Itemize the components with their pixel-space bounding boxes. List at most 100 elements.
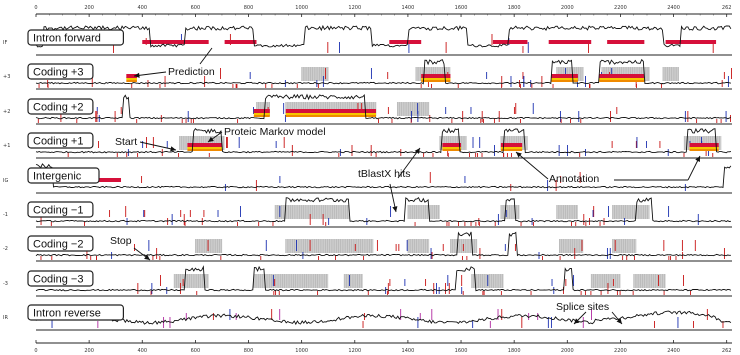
top-tick-label: 2200 — [614, 5, 627, 11]
lane-label-box — [27, 201, 94, 218]
prediction-arrow-arrowhead — [134, 72, 140, 78]
prediction-connector — [199, 47, 213, 65]
prediction-bar — [126, 74, 137, 78]
lane-label-box — [27, 167, 100, 184]
lane-label-box — [27, 29, 125, 46]
probability-curve — [35, 127, 731, 154]
lane-label: Coding −3 — [33, 274, 83, 286]
tblastx-arrow-right-arrowhead — [414, 148, 420, 154]
stop-arrow-arrowhead — [144, 254, 150, 260]
lane-side-label: IF — [3, 40, 7, 46]
bottom-tick-label: 800 — [244, 348, 254, 354]
prediction-bar — [389, 40, 422, 44]
probability-curve — [35, 93, 732, 120]
top-tick-label: 1200 — [348, 5, 361, 11]
prediction-bar — [551, 74, 578, 78]
top-tick-label: 0 — [34, 5, 37, 11]
annotation-bar — [599, 77, 645, 80]
lane-label-box — [27, 98, 94, 115]
bottom-tick-label: 200 — [84, 348, 94, 354]
lane-intron-forward: IF Intron forward — [3, 24, 732, 56]
annotation-arrow-left-line — [515, 151, 549, 180]
lane-intergenic: IG Intergenic — [3, 163, 732, 194]
lanes: IF Intron forward +3 Coding +3 +2 Coding +2 +1… — [3, 24, 732, 331]
blast-hit — [344, 274, 363, 288]
top-tick-label: 1600 — [455, 5, 468, 11]
annotation-bar-lower — [599, 80, 645, 82]
lane-coding-3: +3 Coding +3 — [3, 58, 732, 90]
bottom-tick-label: 600 — [191, 348, 201, 354]
lane-side-label: IR — [3, 315, 8, 321]
bottom-tick-label: 262 — [722, 348, 732, 354]
top-tick-label: 1000 — [295, 5, 308, 11]
prediction-bar — [689, 143, 719, 147]
annotation-arrow-right-arrowhead — [695, 156, 700, 162]
bottom-axis: 0 200 400 600 800 1000 1200 1400 1600 1800 2000 220… — [34, 340, 732, 354]
lane-coding-1: +1 Coding +1 — [3, 127, 732, 159]
probability-curve — [35, 310, 732, 326]
lane-label: Intron forward — [33, 33, 101, 45]
top-tick-label: 400 — [137, 5, 147, 11]
bottom-tick-label: 1800 — [508, 348, 521, 354]
bottom-tick-label: 1400 — [402, 348, 415, 354]
splice-arrow-left-arrowhead — [574, 318, 580, 324]
annotation-bar-lower — [253, 115, 270, 117]
lane-side-label: IG — [3, 178, 8, 184]
annotation-label: Annotation — [549, 173, 599, 185]
annotation-bar-lower — [285, 115, 377, 117]
lane-coding-2: +2 Coding +2 — [3, 93, 732, 125]
stop-label: Stop — [110, 235, 132, 247]
annotation-bar-lower — [689, 149, 719, 151]
lane-label: Coding −1 — [33, 205, 83, 217]
lane-label: Coding +2 — [33, 102, 83, 114]
lane-intron-reverse: IR Intron reverse — [3, 304, 732, 331]
annotation-bar-lower — [500, 149, 523, 151]
blast-hit — [612, 239, 637, 253]
bottom-tick-label: 2200 — [614, 348, 627, 354]
prediction-bar — [492, 40, 528, 44]
annotation-bar — [689, 146, 719, 149]
prediction-label: Prediction — [168, 66, 215, 78]
annotation-bar — [421, 77, 451, 80]
annotation-bar — [285, 112, 377, 115]
blast-hit — [500, 205, 520, 219]
blast-hit — [612, 205, 650, 219]
annotations: Prediction Proteic Markov model Start tB… — [110, 47, 701, 325]
lane-side-label: -3 — [3, 281, 8, 287]
probability-curve — [35, 265, 732, 292]
proteic-markov-label: Proteic Markov model — [224, 126, 326, 138]
start-arrow-line — [139, 141, 177, 151]
top-tick-label: 2000 — [561, 5, 574, 11]
blast-hit — [556, 205, 578, 219]
bottom-tick-label: 2400 — [667, 348, 680, 354]
start-arrow-arrowhead — [170, 146, 176, 152]
top-axis: 0 200 400 600 800 1000 1200 1400 1600 1800 2000 220… — [34, 5, 732, 17]
blast-hit — [559, 239, 584, 253]
blast-hit — [662, 67, 679, 81]
tblastx-label: tBlastX hits — [358, 168, 411, 180]
lane-side-label: -2 — [3, 246, 8, 252]
lane-coding-1: -1 Coding −1 — [3, 196, 732, 228]
blast-hit — [407, 239, 430, 253]
lane-label-box — [27, 235, 94, 252]
prediction-bar — [599, 74, 645, 78]
annotation-arrow-left-arrowhead — [516, 152, 522, 158]
lane-label-box — [27, 132, 94, 149]
top-tick-label: 1400 — [402, 5, 415, 11]
bottom-tick-label: 1600 — [455, 348, 468, 354]
blast-hit — [407, 205, 440, 219]
bottom-tick-label: 1000 — [295, 348, 308, 354]
prediction-bar — [500, 143, 523, 147]
annotation-bar-lower — [187, 149, 222, 151]
bottom-tick-label: 1200 — [348, 348, 361, 354]
splice-arrow-right-arrowhead — [616, 318, 622, 324]
lane-label: Coding +1 — [33, 136, 83, 148]
annotation-bar — [253, 112, 270, 115]
blast-hit — [397, 102, 430, 116]
annotation-bar-lower — [421, 80, 451, 82]
probability-curve — [35, 58, 732, 85]
probability-curve — [35, 196, 731, 223]
top-tick-label: 800 — [244, 5, 254, 11]
annotation-bar — [551, 77, 578, 80]
